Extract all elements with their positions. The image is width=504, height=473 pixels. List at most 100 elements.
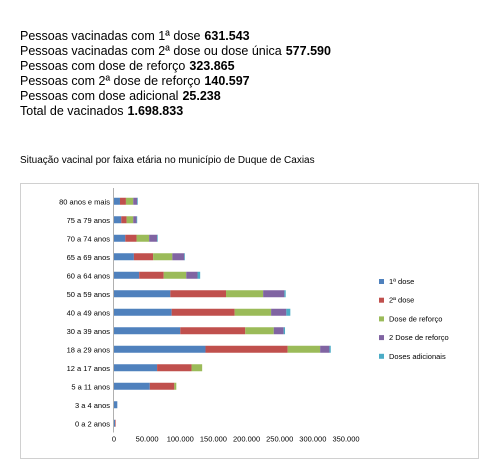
- bar-segment: [286, 308, 291, 316]
- bar-segment: [114, 308, 172, 316]
- x-tick-label: 0: [112, 435, 116, 444]
- bar-segment: [119, 197, 126, 205]
- bar-segment: [174, 382, 177, 390]
- bar-segment: [245, 327, 274, 335]
- bar-segment: [171, 308, 235, 316]
- bar-segment: [114, 419, 115, 427]
- stat-line: Total de vacinados 1.698.833: [20, 104, 490, 119]
- bar-segment: [157, 364, 192, 372]
- bar-segment: [273, 327, 284, 335]
- bar-segment: [283, 327, 286, 335]
- legend-label: Doses adicionais: [389, 352, 446, 361]
- bar-segment: [287, 345, 321, 353]
- bar-segment: [271, 308, 287, 316]
- legend-label: 2ª dose: [389, 296, 414, 305]
- bar-segment: [114, 364, 158, 372]
- bar-segment: [133, 253, 154, 261]
- bar-segment: [157, 234, 158, 242]
- category-label: 3 a 4 anos: [75, 401, 110, 410]
- x-tick-label: 350.000: [332, 435, 359, 444]
- category-label: 30 a 39 anos: [67, 327, 111, 336]
- stat-value: 323.865: [189, 59, 235, 73]
- bar-segment: [114, 253, 134, 261]
- bar-segment: [114, 401, 118, 409]
- stat-label: Pessoas vacinadas com 2ª dose ou dose ún…: [20, 44, 282, 58]
- stat-value: 577.590: [285, 44, 331, 58]
- bar-segment: [114, 197, 120, 205]
- bar-segment: [191, 364, 203, 372]
- bar-segment: [205, 345, 288, 353]
- category-label: 18 a 29 anos: [67, 345, 111, 354]
- bar-segment: [263, 290, 285, 298]
- bar-segment: [180, 327, 246, 335]
- bar-segment: [139, 271, 164, 279]
- bar-segment: [172, 253, 185, 261]
- category-label: 70 a 74 anos: [67, 234, 111, 243]
- bar-segment: [121, 216, 127, 224]
- chart-title: Situação vacinal por faixa etária no mun…: [20, 155, 315, 166]
- bar-segment: [153, 253, 173, 261]
- bar-segment: [226, 290, 264, 298]
- x-tick-label: 100.000: [167, 435, 194, 444]
- x-tick-label: 250.000: [266, 435, 293, 444]
- bar-segment: [133, 197, 138, 205]
- category-label: 12 a 17 anos: [67, 364, 111, 373]
- bar-segment: [136, 234, 150, 242]
- bar-segment: [137, 197, 138, 205]
- stat-value: 140.597: [204, 74, 250, 88]
- category-label: 0 a 2 anos: [75, 419, 110, 428]
- stat-value: 1.698.833: [127, 104, 184, 118]
- legend-label: Dose de reforço: [389, 314, 442, 323]
- legend-label: 1ª dose: [389, 277, 414, 286]
- vaccination-summary: Pessoas vacinadas com 1ª dose 631.543 Pess…: [20, 29, 490, 119]
- category-label: 5 a 11 anos: [71, 382, 110, 391]
- bar-segment: [149, 382, 175, 390]
- bar-segment: [125, 197, 134, 205]
- bar-segment: [114, 419, 116, 427]
- stat-line: Pessoas com 2ª dose de reforço 140.597: [20, 74, 490, 89]
- x-tick-label: 200.000: [233, 435, 260, 444]
- bar-segment: [170, 290, 227, 298]
- stat-label: Pessoas com dose adicional: [20, 89, 179, 103]
- bar-segment: [114, 234, 126, 242]
- bar-segment: [114, 382, 150, 390]
- stat-line: Pessoas vacinadas com 1ª dose 631.543: [20, 29, 490, 44]
- legend-swatch: [379, 353, 384, 359]
- stat-label: Pessoas vacinadas com 1ª dose: [20, 29, 201, 43]
- bar-segment: [186, 271, 198, 279]
- legend-swatch: [379, 316, 384, 322]
- bar-segment: [197, 271, 201, 279]
- bar-segment: [114, 271, 140, 279]
- stat-label: Pessoas com dose de reforço: [20, 59, 186, 73]
- stat-value: 25.238: [182, 89, 221, 103]
- bar-segment: [184, 253, 185, 261]
- bar-segment: [149, 234, 158, 242]
- bar-segment: [125, 234, 137, 242]
- bar-segment: [234, 308, 272, 316]
- stat-label: Total de vacinados: [20, 104, 124, 118]
- x-tick-label: 50.000: [136, 435, 159, 444]
- stat-line: Pessoas com dose de reforço 323.865: [20, 59, 490, 74]
- legend-label: 2 Dose de reforço: [389, 333, 449, 342]
- bar-segment: [320, 345, 330, 353]
- category-label: 75 a 79 anos: [67, 216, 111, 225]
- stat-label: Pessoas com 2ª dose de reforço: [20, 74, 201, 88]
- category-label: 50 a 59 anos: [67, 290, 111, 299]
- category-label: 60 a 64 anos: [67, 271, 111, 280]
- bar-segment: [136, 216, 138, 224]
- x-tick-label: 300.000: [299, 435, 326, 444]
- stat-line: Pessoas com dose adicional 25.238: [20, 89, 490, 104]
- stat-value: 631.543: [204, 29, 250, 43]
- legend-swatch: [379, 335, 384, 341]
- chart-frame: [20, 183, 479, 459]
- stat-line: Pessoas vacinadas com 2ª dose ou dose ún…: [20, 44, 490, 59]
- bar-segment: [329, 345, 331, 353]
- x-tick-label: 150.000: [200, 435, 227, 444]
- legend-swatch: [379, 297, 384, 303]
- bar-segment: [114, 327, 181, 335]
- bar-segment: [284, 290, 286, 298]
- legend-swatch: [379, 279, 384, 284]
- bar-segment: [126, 216, 134, 224]
- bar-segment: [163, 271, 187, 279]
